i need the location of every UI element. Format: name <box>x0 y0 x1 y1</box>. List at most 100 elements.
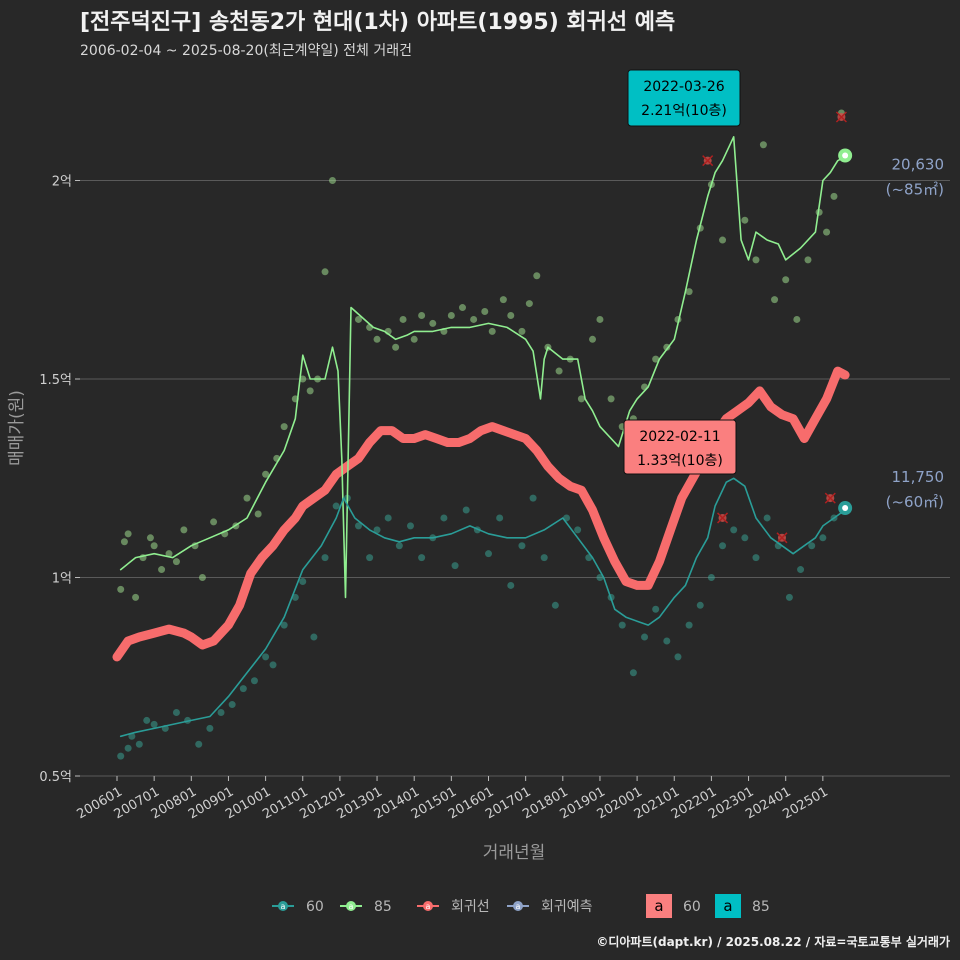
point-85 <box>507 311 515 319</box>
point-60 <box>707 574 715 581</box>
point-85 <box>741 216 749 224</box>
point-60 <box>663 637 671 645</box>
y-tick-label: 0.5억 <box>39 770 72 785</box>
point-60 <box>518 542 526 550</box>
prediction-area-label: (~60㎡) <box>886 493 944 511</box>
point-60 <box>629 669 637 677</box>
point-85 <box>198 574 206 581</box>
point-85 <box>589 335 597 343</box>
point-60 <box>321 554 329 562</box>
point-85 <box>752 256 760 264</box>
prediction-point-center <box>842 152 849 159</box>
point-85 <box>470 315 478 323</box>
regression-line <box>112 366 850 662</box>
legend-label: 회귀선 <box>451 899 490 915</box>
point-60 <box>310 633 318 641</box>
annotation-value: 1.33억(10층) <box>637 453 723 469</box>
point-60 <box>269 661 277 669</box>
point-85 <box>759 141 767 149</box>
point-60 <box>785 593 793 601</box>
point-60 <box>674 653 682 661</box>
point-85 <box>373 335 381 343</box>
legend-key-label: 85 <box>752 899 770 915</box>
annotation-box: 2022-02-11 1.33억(10층) <box>623 419 737 475</box>
point-85 <box>321 268 329 276</box>
outlier-cross <box>776 532 788 544</box>
point-60 <box>373 526 381 534</box>
point-85 <box>124 530 132 538</box>
point-60 <box>117 752 125 760</box>
point-85 <box>328 177 336 184</box>
point-85 <box>499 296 507 304</box>
point-60 <box>540 554 548 562</box>
chart-subtitle: 2006-02-04 ~ 2025-08-20(최근계약일) 전체 거래건 <box>80 43 412 59</box>
point-60 <box>685 621 693 629</box>
point-85 <box>518 327 526 335</box>
point-60 <box>280 621 288 629</box>
point-85 <box>180 526 188 534</box>
scatter-points <box>117 97 847 760</box>
point-85 <box>165 550 173 558</box>
point-60 <box>529 494 537 502</box>
point-85 <box>830 192 838 200</box>
point-60 <box>239 685 247 693</box>
annotation-box: 2022-03-26 2.21억(10층) <box>627 69 741 127</box>
point-60 <box>124 744 132 752</box>
point-60 <box>250 677 258 685</box>
point-85 <box>525 300 533 308</box>
point-85 <box>117 585 125 593</box>
annotation-date: 2022-02-11 <box>639 429 720 445</box>
point-60 <box>652 605 660 613</box>
point-85 <box>555 367 563 375</box>
legend-key-box <box>715 894 741 918</box>
point-60 <box>384 514 392 522</box>
point-60 <box>418 554 426 562</box>
point-85 <box>262 470 270 478</box>
legend-label: 85 <box>374 899 392 915</box>
point-60 <box>299 577 307 585</box>
legend-dot-letter: a <box>349 902 354 911</box>
annotation-date: 2022-03-26 <box>643 79 724 95</box>
prediction-point-center <box>842 505 849 512</box>
point-85 <box>158 566 166 574</box>
legend-dot-letter: a <box>426 902 431 911</box>
point-60 <box>262 653 270 661</box>
legend-dot <box>278 901 288 911</box>
outlier-cross <box>702 155 714 167</box>
point-85 <box>418 311 426 319</box>
annotation-value: 2.21억(10층) <box>641 103 727 119</box>
prediction-value-label: 11,750 <box>892 468 945 486</box>
point-85 <box>410 335 418 343</box>
point-60 <box>551 601 559 609</box>
point-60 <box>496 514 504 522</box>
point-60 <box>763 514 771 522</box>
point-85 <box>533 272 541 280</box>
point-85 <box>685 288 693 296</box>
point-85 <box>120 538 128 546</box>
point-60 <box>641 633 649 641</box>
point-85 <box>793 315 801 323</box>
prediction-area-label: (~85㎡) <box>886 180 944 198</box>
point-85 <box>652 355 660 363</box>
point-85 <box>243 494 251 502</box>
point-85 <box>823 228 831 236</box>
y-tick-label: 1억 <box>52 572 72 587</box>
x-axis-title: 거래년월 <box>483 843 546 863</box>
point-60 <box>217 708 225 716</box>
point-60 <box>354 522 362 530</box>
y-tick-label: 2억 <box>52 175 72 190</box>
point-85 <box>488 327 496 335</box>
legend-dot <box>423 901 433 911</box>
point-60 <box>730 526 738 534</box>
point-60 <box>228 701 236 709</box>
point-60 <box>819 534 827 542</box>
point-60 <box>395 542 403 550</box>
y-axis: 0.5억 1억 1.5억 2억 <box>39 175 80 785</box>
legend-dot-letter: a <box>281 902 286 911</box>
point-85 <box>458 304 466 312</box>
point-60 <box>618 621 626 629</box>
legend-dot <box>513 901 523 911</box>
legend-key-box <box>646 894 672 918</box>
point-60 <box>752 554 760 562</box>
point-60 <box>719 542 727 550</box>
